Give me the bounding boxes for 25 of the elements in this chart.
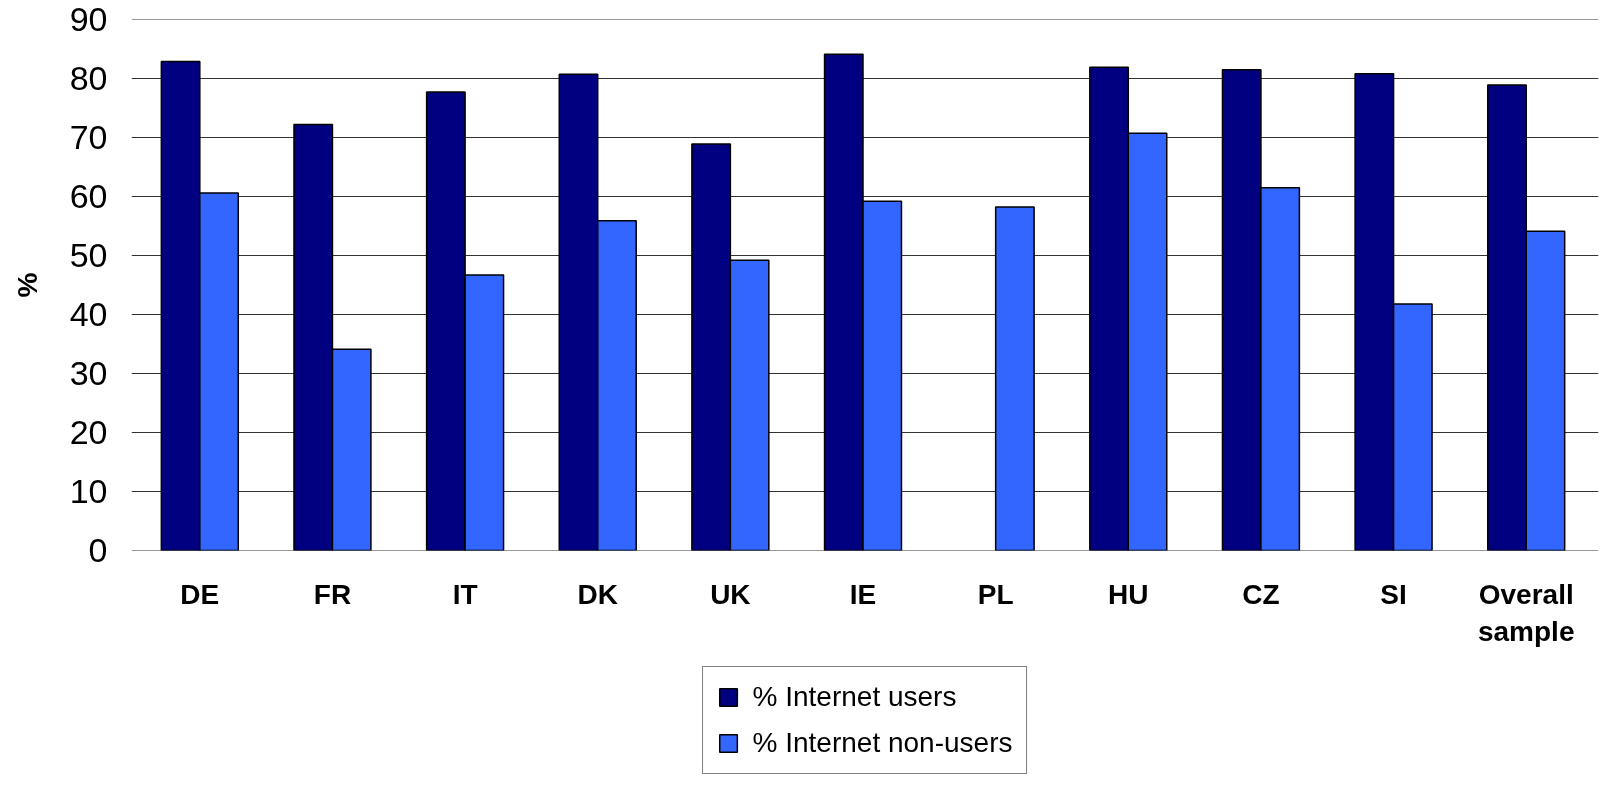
x-tick-label: SI xyxy=(1380,578,1407,610)
y-tick-label: 20 xyxy=(69,413,108,451)
x-tick-label: PL xyxy=(977,578,1014,610)
bar xyxy=(994,206,1035,551)
y-axis-title: % xyxy=(11,272,43,298)
y-tick-label: 70 xyxy=(69,118,108,156)
x-tick-label: DE xyxy=(180,578,220,610)
x-tick-label: IT xyxy=(452,578,478,610)
x-tick-label: IE xyxy=(849,578,877,610)
legend-label: % Internet users xyxy=(752,681,957,713)
y-tick-label: 10 xyxy=(69,472,108,510)
legend-label: % Internet non-users xyxy=(752,727,1013,759)
x-tick-label: DK xyxy=(577,578,618,610)
y-tick-label: 0 xyxy=(88,531,108,569)
y-tick-label: 40 xyxy=(69,295,108,333)
x-tick-label: FR xyxy=(313,578,352,610)
x-tick-label: CZ xyxy=(1242,578,1280,610)
y-tick-label: 60 xyxy=(69,177,108,215)
y-tick-label: 30 xyxy=(69,354,108,392)
x-tick-label: UK xyxy=(710,578,751,610)
y-tick-label: 90 xyxy=(69,0,108,38)
x-tick-label: Overall sample xyxy=(1477,578,1575,647)
y-tick-label: 50 xyxy=(69,236,108,274)
x-tick-label: HU xyxy=(1108,578,1149,610)
y-tick-label: 80 xyxy=(69,59,108,97)
